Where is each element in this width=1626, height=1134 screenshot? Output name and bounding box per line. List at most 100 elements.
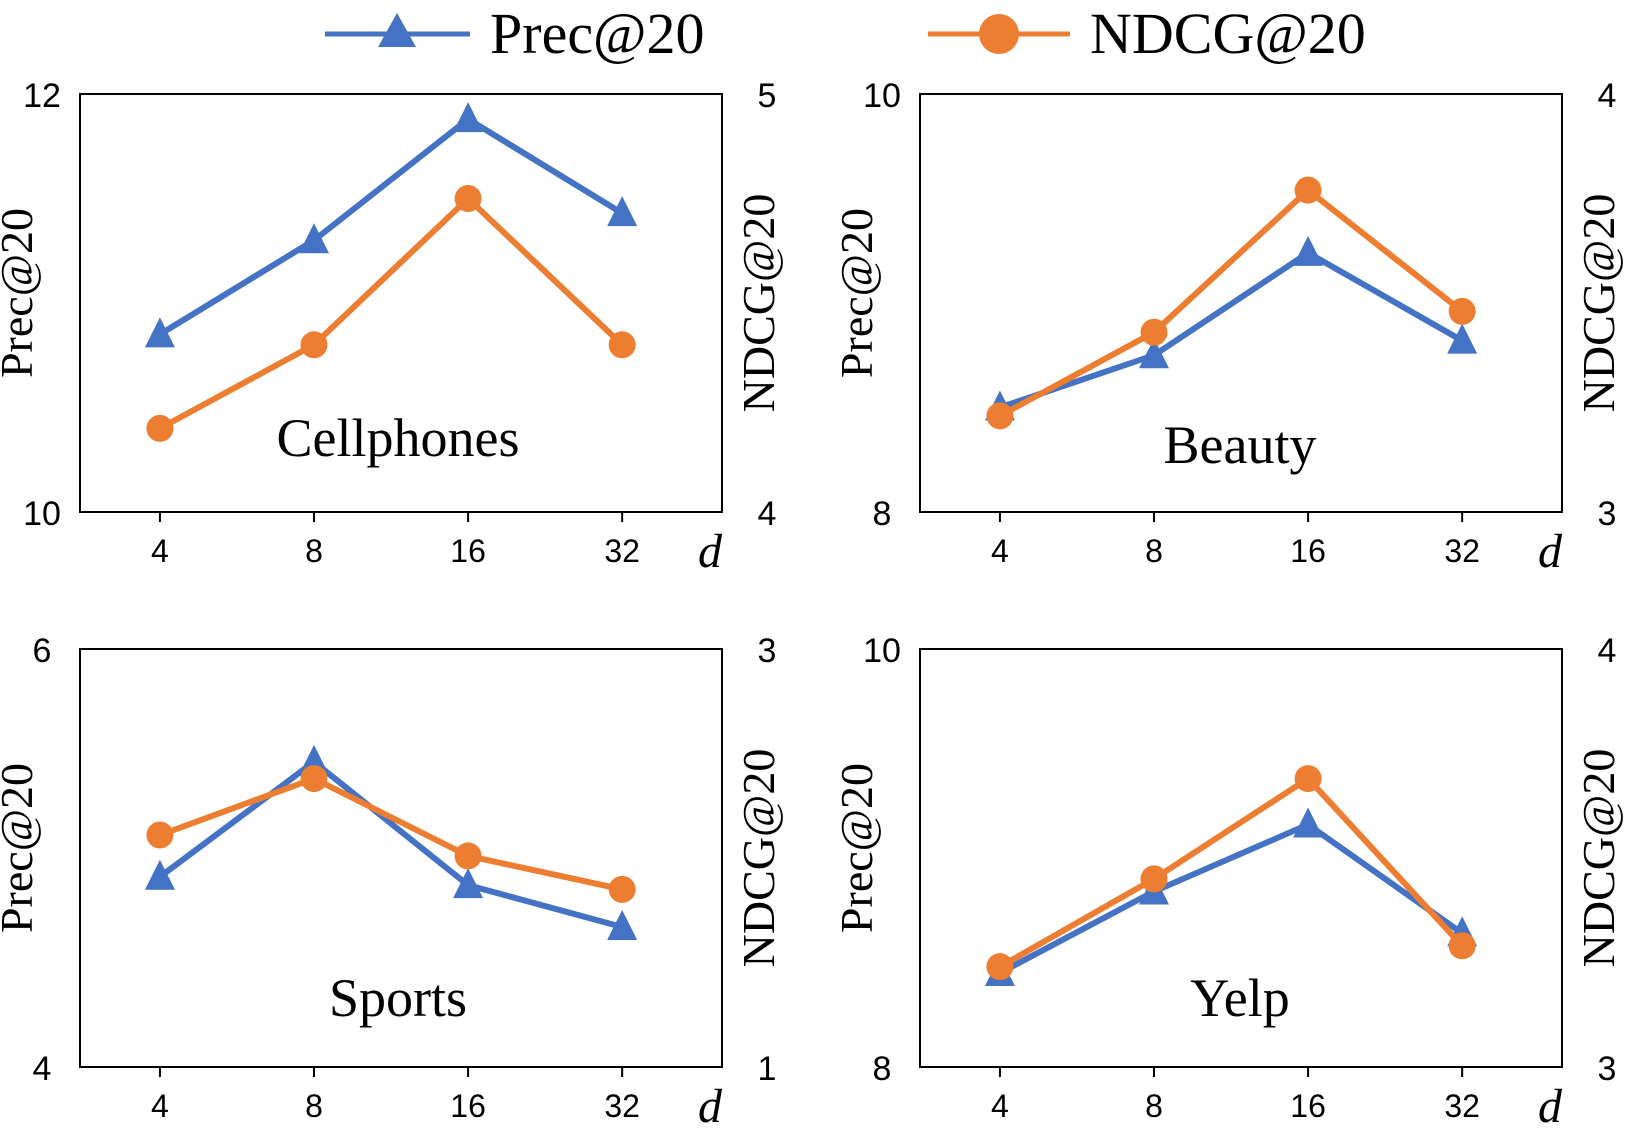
plot-frame bbox=[79, 648, 723, 1068]
y-tick-label: 12 bbox=[23, 77, 61, 115]
x-tick-label: 4 bbox=[151, 1088, 169, 1124]
data-point-ndcg-at-20 bbox=[300, 331, 328, 359]
data-point-prec-at-20 bbox=[607, 196, 638, 227]
x-axis-label: d bbox=[698, 1080, 723, 1133]
panel-title: Yelp bbox=[1190, 968, 1290, 1028]
series-line-prec-at-20 bbox=[158, 116, 624, 337]
data-point-prec-at-20 bbox=[607, 909, 638, 940]
data-point-prec-at-20 bbox=[144, 317, 175, 348]
y2-axis-label: NDCG@20 bbox=[1573, 749, 1624, 968]
x-tick-label: 32 bbox=[604, 1088, 640, 1124]
data-point-ndcg-at-20 bbox=[1140, 865, 1168, 893]
data-point-ndcg-at-20 bbox=[608, 875, 636, 903]
panel-title: Beauty bbox=[1164, 415, 1317, 475]
x-tick-label: 4 bbox=[991, 1088, 1009, 1124]
data-point-ndcg-at-20 bbox=[454, 185, 482, 212]
data-point-prec-at-20 bbox=[1293, 807, 1324, 838]
data-point-ndcg-at-20 bbox=[1294, 176, 1322, 204]
y2-tick-label: 4 bbox=[1598, 77, 1617, 115]
series-line-ndcg-at-20 bbox=[998, 187, 1465, 419]
x-tick-label: 32 bbox=[1444, 533, 1480, 569]
series-line-ndcg-at-20 bbox=[158, 195, 625, 432]
y-tick-label: 8 bbox=[873, 495, 892, 533]
panel-title: Cellphones bbox=[277, 408, 520, 468]
y-tick-label: 4 bbox=[33, 1050, 52, 1088]
y2-tick-label: 3 bbox=[1598, 495, 1617, 533]
panel-yelp: 4 8 16 32 d 8 10 3 4 Prec@20 NDCG@20 Yelp bbox=[831, 632, 1624, 1133]
y-tick-label: 10 bbox=[863, 77, 901, 115]
x-tick-label: 8 bbox=[1145, 533, 1163, 569]
y-axis-label: Prec@20 bbox=[0, 763, 42, 933]
legend-prec-marker bbox=[378, 13, 416, 47]
x-tick-label: 8 bbox=[305, 1088, 323, 1124]
x-axis-label: d bbox=[1538, 525, 1563, 578]
panel-beauty: 4 8 16 32 d 8 10 3 4 Prec@20 NDCG@20 Beauty bbox=[831, 77, 1624, 578]
x-tick-label: 8 bbox=[1145, 1088, 1163, 1124]
x-tick-label: 16 bbox=[1290, 1088, 1326, 1124]
y2-tick-label: 1 bbox=[758, 1050, 777, 1088]
y-axis-label: Prec@20 bbox=[831, 208, 882, 378]
plot-frame bbox=[919, 93, 1563, 513]
data-point-prec-at-20 bbox=[1293, 235, 1324, 266]
data-point-ndcg-at-20 bbox=[146, 821, 174, 849]
data-point-ndcg-at-20 bbox=[608, 331, 636, 359]
x-axis-label: d bbox=[1538, 1080, 1563, 1133]
data-point-prec-at-20 bbox=[144, 859, 175, 890]
x-tick-label: 4 bbox=[991, 533, 1009, 569]
series-line-prec-at-20 bbox=[998, 821, 1464, 976]
data-point-ndcg-at-20 bbox=[146, 414, 174, 442]
y2-tick-label: 4 bbox=[758, 495, 777, 533]
panel-title: Sports bbox=[329, 968, 467, 1028]
data-point-prec-at-20 bbox=[453, 102, 484, 133]
data-point-prec-at-20 bbox=[299, 223, 330, 254]
data-point-prec-at-20 bbox=[1447, 323, 1478, 354]
legend-item-ndcg: NDCG@20 bbox=[928, 1, 1366, 66]
x-axis-label: d bbox=[698, 525, 723, 578]
data-point-ndcg-at-20 bbox=[1448, 932, 1476, 960]
legend-ndcg-label: NDCG@20 bbox=[1090, 1, 1366, 66]
x-tick-label: 4 bbox=[151, 533, 169, 569]
y2-tick-label: 5 bbox=[758, 77, 777, 115]
x-tick-label: 16 bbox=[1290, 533, 1326, 569]
data-point-ndcg-at-20 bbox=[1140, 318, 1168, 346]
series-line-prec-at-20 bbox=[998, 249, 1464, 411]
data-point-ndcg-at-20 bbox=[986, 953, 1014, 981]
data-point-ndcg-at-20 bbox=[1448, 297, 1476, 325]
x-tick-label: 16 bbox=[450, 1088, 486, 1124]
y2-axis-label: NDCG@20 bbox=[733, 194, 784, 413]
panel-sports: 4 8 16 32 d 4 6 1 3 Prec@20 NDCG@20 Sports bbox=[0, 632, 784, 1133]
data-point-prec-at-20 bbox=[453, 868, 484, 899]
y2-tick-label: 3 bbox=[758, 632, 777, 670]
x-tick-label: 8 bbox=[305, 533, 323, 569]
data-point-prec-at-20 bbox=[1139, 338, 1170, 369]
legend-prec-label: Prec@20 bbox=[490, 1, 704, 66]
x-tick-label: 16 bbox=[450, 533, 486, 569]
x-tick-label: 32 bbox=[1444, 1088, 1480, 1124]
panel-cellphones: 4 8 16 32 d 10 12 4 5 Prec@20 NDCG@20 Cellphones bbox=[0, 77, 784, 578]
y2-tick-label: 4 bbox=[1598, 632, 1617, 670]
legend: Prec@20 NDCG@20 bbox=[325, 1, 1366, 66]
y-axis-label: Prec@20 bbox=[0, 208, 42, 378]
data-point-ndcg-at-20 bbox=[986, 402, 1014, 430]
series-line-ndcg-at-20 bbox=[998, 775, 1465, 970]
data-point-ndcg-at-20 bbox=[454, 842, 482, 870]
y-tick-label: 8 bbox=[873, 1050, 892, 1088]
legend-item-prec: Prec@20 bbox=[325, 1, 704, 66]
data-point-ndcg-at-20 bbox=[1294, 765, 1322, 793]
y-tick-label: 10 bbox=[23, 495, 61, 533]
data-point-ndcg-at-20 bbox=[300, 765, 328, 793]
legend-ndcg-marker bbox=[979, 14, 1019, 54]
y2-tick-label: 3 bbox=[1598, 1050, 1617, 1088]
plot-frame bbox=[919, 648, 1563, 1068]
y2-axis-label: NDCG@20 bbox=[1573, 194, 1624, 413]
x-tick-label: 32 bbox=[604, 533, 640, 569]
plot-frame bbox=[79, 93, 723, 513]
series-line-prec-at-20 bbox=[158, 758, 623, 930]
y-axis-label: Prec@20 bbox=[831, 763, 882, 933]
y-tick-label: 10 bbox=[863, 632, 901, 670]
y2-axis-label: NDCG@20 bbox=[733, 749, 784, 968]
y-tick-label: 6 bbox=[33, 632, 52, 670]
series-line-ndcg-at-20 bbox=[158, 775, 623, 893]
